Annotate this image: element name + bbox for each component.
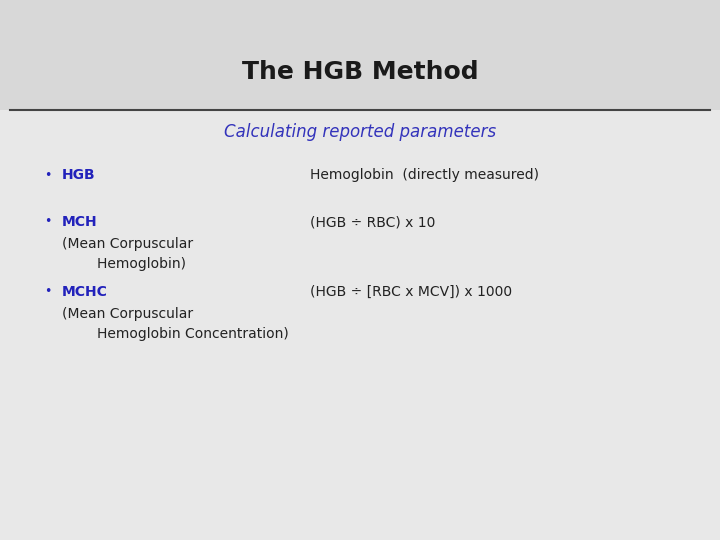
Text: Hemoglobin  (directly measured): Hemoglobin (directly measured) <box>310 168 539 182</box>
Text: •: • <box>45 286 52 299</box>
Text: MCHC: MCHC <box>62 285 108 299</box>
Bar <box>0 0 720 110</box>
Text: The HGB Method: The HGB Method <box>242 60 478 84</box>
Bar <box>0 110 720 540</box>
Text: MCH: MCH <box>62 215 98 229</box>
Text: HGB: HGB <box>62 168 96 182</box>
Text: (HGB ÷ RBC) x 10: (HGB ÷ RBC) x 10 <box>310 215 436 229</box>
Text: Hemoglobin Concentration): Hemoglobin Concentration) <box>62 327 289 341</box>
Text: Calculating reported parameters: Calculating reported parameters <box>224 123 496 141</box>
Text: •: • <box>45 168 52 181</box>
Text: Hemoglobin): Hemoglobin) <box>62 257 186 271</box>
Text: (Mean Corpuscular: (Mean Corpuscular <box>62 237 193 251</box>
Text: (HGB ÷ [RBC x MCV]) x 1000: (HGB ÷ [RBC x MCV]) x 1000 <box>310 285 512 299</box>
Text: •: • <box>45 215 52 228</box>
Text: (Mean Corpuscular: (Mean Corpuscular <box>62 307 193 321</box>
